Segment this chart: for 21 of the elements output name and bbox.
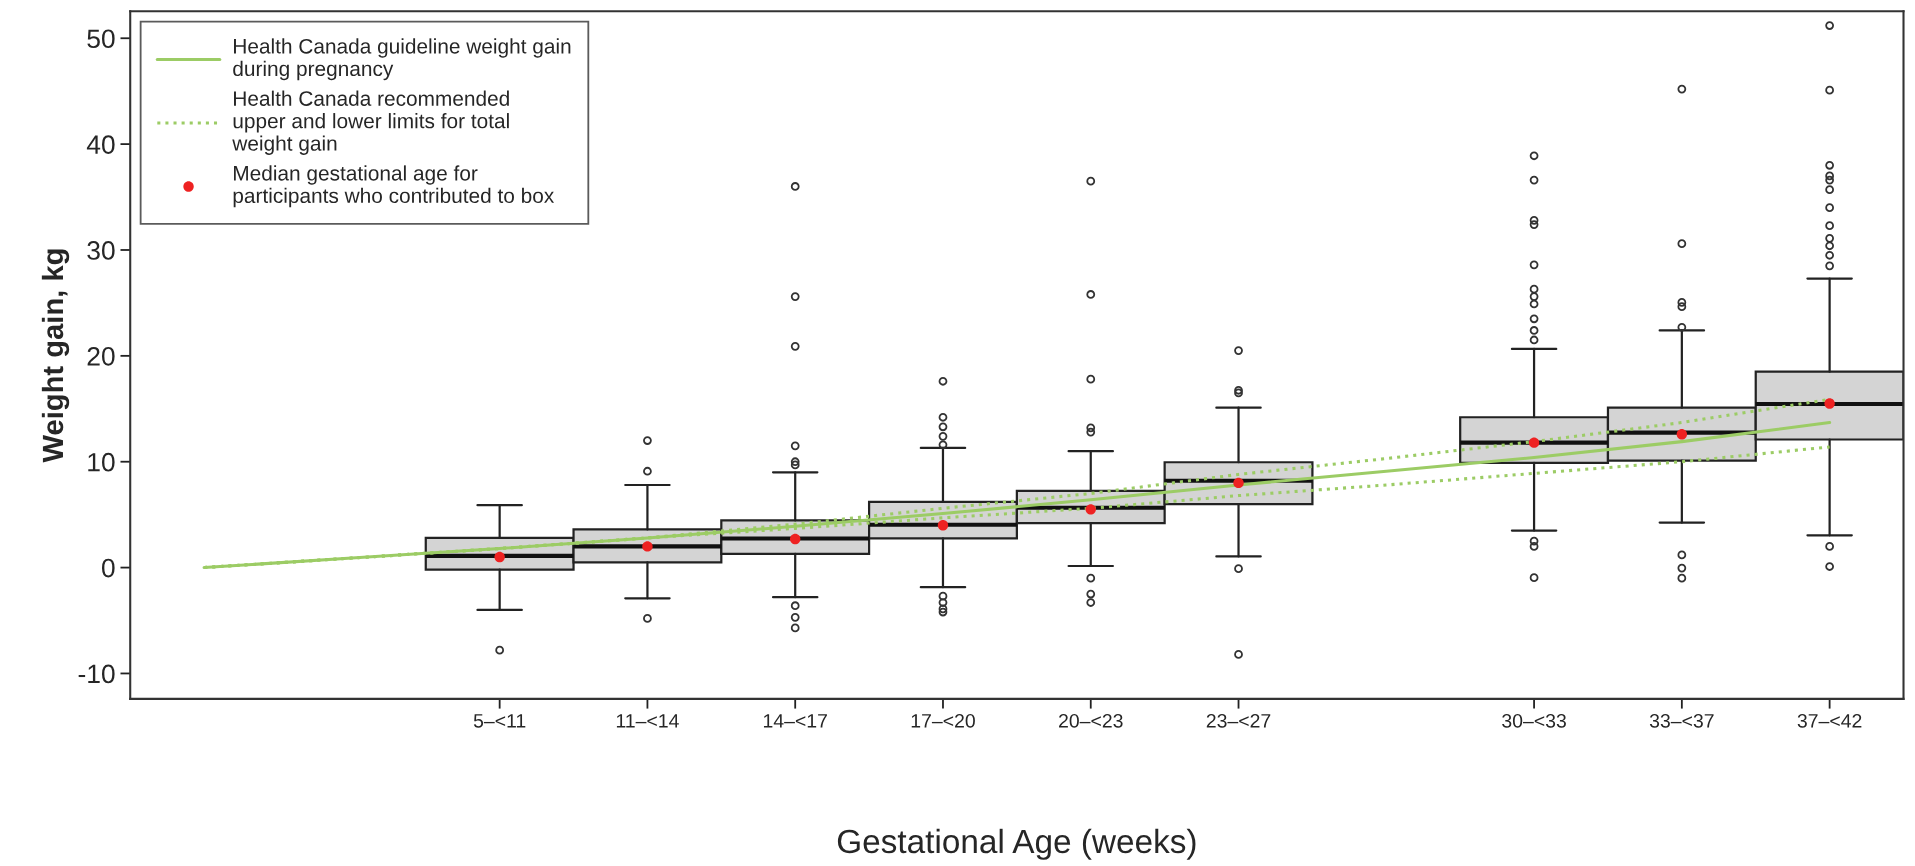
y-tick-label: 30 <box>87 241 115 260</box>
legend-label: Health Canada guideline weight gain during pregnancy <box>233 38 571 81</box>
x-tick-label: 37–<42 <box>1797 713 1862 728</box>
legend-label: Health Canada recommended upper and lower limits for total weight gain <box>232 90 509 155</box>
y-tick-label: 20 <box>87 346 115 366</box>
x-tick-label: 5–<11 <box>473 714 526 728</box>
y-tick-label: 40 <box>86 135 115 154</box>
x-tick-label: 17–<20 <box>911 713 975 728</box>
x-tick-label: 20–<23 <box>1059 713 1123 728</box>
y-axis-title: Weight gain, kg <box>41 249 70 463</box>
y-tick-label: 0 <box>101 558 115 578</box>
x-tick-label: 11–<14 <box>616 714 679 728</box>
y-tick-label: 50 <box>87 29 115 49</box>
legend-label: Median gestational age for participants who contributed to box <box>233 165 555 208</box>
y-tick-label: 10 <box>88 452 115 472</box>
x-tick-label: 23–<27 <box>1206 713 1271 728</box>
x-tick-label: 33–<37 <box>1649 713 1714 728</box>
x-tick-label: 30–<33 <box>1502 713 1566 728</box>
x-tick-label: 14–<17 <box>763 714 827 728</box>
x-axis-title: Gestational Age (weeks) <box>837 828 1196 860</box>
y-tick-label: -10 <box>78 664 115 684</box>
